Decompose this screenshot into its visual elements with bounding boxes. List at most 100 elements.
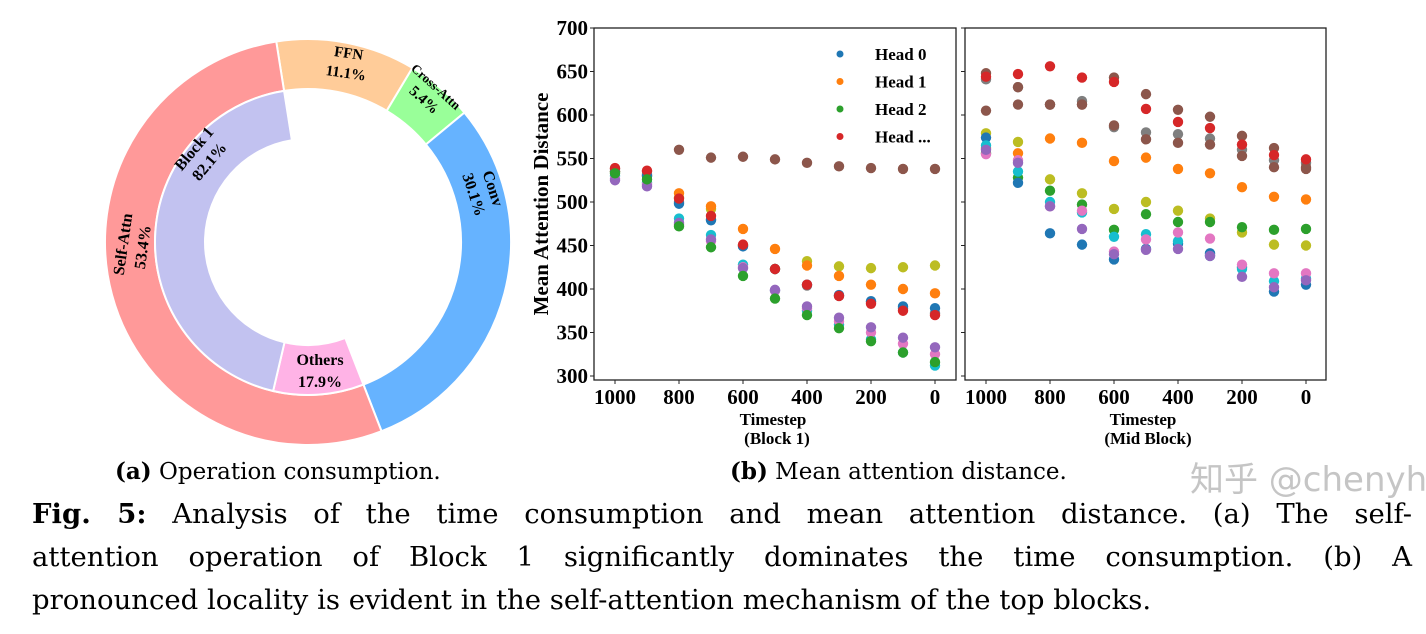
data-point xyxy=(769,284,781,296)
data-point xyxy=(929,309,941,321)
data-point xyxy=(1108,120,1120,131)
data-point xyxy=(1300,154,1312,165)
data-point xyxy=(1108,155,1120,167)
data-point xyxy=(1012,99,1024,110)
data-point xyxy=(801,260,813,271)
plot-frame-0 xyxy=(593,27,957,381)
data-point xyxy=(1044,185,1056,196)
label-ffn: FFN xyxy=(333,44,364,64)
data-point xyxy=(1300,275,1312,286)
x-tick-label: 200 xyxy=(1226,385,1258,409)
data-point xyxy=(1300,240,1312,251)
data-point xyxy=(1076,205,1088,216)
data-point xyxy=(897,347,909,358)
data-point xyxy=(1268,268,1280,279)
data-point xyxy=(1044,201,1056,212)
data-point xyxy=(737,239,749,250)
caption-line-3: pronounced locality is evident in the se… xyxy=(32,584,1152,616)
data-point xyxy=(1268,282,1280,293)
data-point xyxy=(1300,223,1312,235)
data-point xyxy=(1140,134,1152,145)
data-point xyxy=(1076,223,1088,235)
data-point xyxy=(1140,208,1152,220)
y-tick-label: 700 xyxy=(557,16,589,40)
data-point xyxy=(641,174,653,185)
data-point xyxy=(929,342,941,353)
data-point xyxy=(1204,122,1216,134)
legend-marker xyxy=(836,133,844,140)
data-point xyxy=(769,154,781,165)
data-point xyxy=(673,144,685,155)
scatter-chart: Mean Attention Distance Timestep (Block … xyxy=(529,16,1327,448)
subcaption-b-text: Mean attention distance. xyxy=(775,459,1067,485)
data-point xyxy=(929,163,941,175)
data-point xyxy=(801,309,813,321)
data-point xyxy=(1300,162,1312,173)
data-point xyxy=(929,260,941,271)
data-point xyxy=(929,356,941,368)
data-point xyxy=(1236,259,1248,270)
donut-chart xyxy=(104,38,512,446)
data-point xyxy=(1236,139,1248,150)
legend: Head 0 Head 1 Head 2 Head ... xyxy=(836,45,931,147)
legend-label: Head 2 xyxy=(875,100,926,119)
data-point xyxy=(1236,150,1248,162)
data-point xyxy=(865,298,877,309)
data-point xyxy=(1172,116,1184,128)
data-point xyxy=(1140,244,1152,256)
data-point xyxy=(705,242,717,253)
data-point xyxy=(897,283,909,295)
subcaption-b: (b) Mean attention distance. xyxy=(730,458,1067,485)
data-point xyxy=(1140,234,1152,245)
x-tick-label: 1000 xyxy=(965,385,1007,409)
data-point xyxy=(1236,271,1248,283)
data-point xyxy=(980,144,992,155)
x-tick-label: 400 xyxy=(791,385,823,409)
data-point xyxy=(1172,137,1184,149)
data-point xyxy=(1076,239,1088,250)
plot-frame-1 xyxy=(964,27,1327,381)
slice-block-1 xyxy=(154,89,294,393)
data-point xyxy=(929,288,941,299)
data-point xyxy=(1044,228,1056,239)
value-self-attn: 53.4% xyxy=(132,224,155,270)
data-point xyxy=(1300,194,1312,205)
y-tick-label: 300 xyxy=(557,364,589,388)
data-point xyxy=(769,243,781,255)
data-point xyxy=(1204,216,1216,228)
data-point xyxy=(705,201,717,212)
data-point xyxy=(801,157,813,169)
data-point xyxy=(1108,231,1120,242)
x-axis-label-right: Timestep xyxy=(1110,410,1177,429)
data-point xyxy=(1172,205,1184,216)
subcaption-a-text: Operation consumption. xyxy=(158,459,441,485)
data-point xyxy=(1012,157,1024,169)
data-point xyxy=(1044,133,1056,144)
data-point xyxy=(1204,233,1216,244)
caption-label: Fig. 5: xyxy=(32,498,147,530)
data-point xyxy=(1012,136,1024,148)
data-point xyxy=(1012,177,1024,189)
data-point xyxy=(833,290,845,302)
data-point xyxy=(1172,163,1184,175)
legend-label: Head 0 xyxy=(875,45,926,64)
data-point xyxy=(833,161,845,172)
data-point xyxy=(801,301,813,312)
y-tick-label: 500 xyxy=(557,190,589,214)
data-point xyxy=(865,262,877,274)
data-point xyxy=(1204,168,1216,179)
data-point xyxy=(1012,81,1024,93)
data-point xyxy=(737,151,749,162)
slice-conv xyxy=(362,111,512,433)
y-tick-label: 650 xyxy=(557,60,589,84)
subcaption-a-tag: (a) xyxy=(115,458,152,485)
data-point xyxy=(833,312,845,323)
y-tick-label: 550 xyxy=(557,147,589,171)
data-point xyxy=(1236,130,1248,142)
data-point xyxy=(1044,99,1056,110)
y-tick-label: 450 xyxy=(557,234,589,258)
data-point xyxy=(897,262,909,273)
data-point xyxy=(1268,149,1280,161)
data-point xyxy=(1012,68,1024,80)
x-tick-label: 0 xyxy=(1301,385,1312,409)
